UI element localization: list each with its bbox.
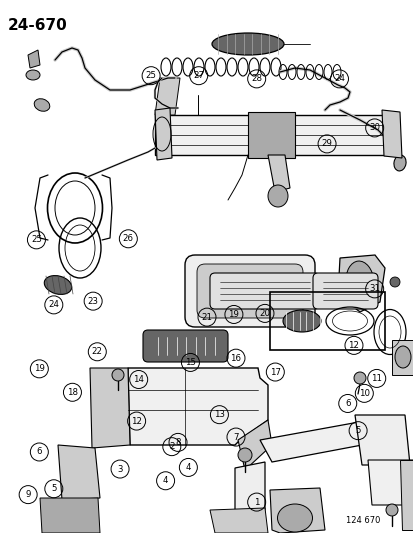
Text: 5: 5: [354, 426, 360, 435]
Ellipse shape: [26, 70, 40, 80]
Text: 31: 31: [368, 285, 379, 293]
Text: 17: 17: [269, 368, 280, 376]
Text: 6: 6: [344, 399, 350, 408]
FancyBboxPatch shape: [312, 273, 377, 309]
Text: 25: 25: [31, 236, 42, 244]
Text: 13: 13: [214, 410, 224, 419]
Text: 18: 18: [67, 388, 78, 397]
Polygon shape: [259, 420, 377, 462]
Polygon shape: [237, 420, 271, 470]
Polygon shape: [28, 50, 40, 68]
Text: 5: 5: [51, 484, 57, 493]
Text: 23: 23: [88, 297, 98, 305]
Ellipse shape: [34, 99, 50, 111]
Polygon shape: [399, 460, 413, 530]
Text: 20: 20: [259, 309, 270, 318]
Text: 27: 27: [193, 71, 204, 80]
Text: 6: 6: [36, 448, 42, 456]
Text: 12: 12: [131, 417, 142, 425]
Text: 7: 7: [233, 433, 238, 441]
Ellipse shape: [112, 369, 124, 381]
Polygon shape: [367, 460, 413, 505]
Text: 8: 8: [175, 438, 180, 447]
Polygon shape: [58, 445, 100, 500]
Ellipse shape: [277, 504, 312, 532]
Text: 4: 4: [162, 477, 168, 485]
Text: 3: 3: [117, 465, 123, 473]
Text: 21: 21: [201, 313, 212, 321]
Ellipse shape: [394, 346, 410, 368]
Ellipse shape: [237, 448, 252, 462]
Polygon shape: [267, 155, 289, 192]
Text: 24: 24: [48, 301, 59, 309]
Polygon shape: [128, 368, 267, 445]
Ellipse shape: [389, 277, 399, 287]
Ellipse shape: [44, 276, 71, 294]
Ellipse shape: [393, 155, 405, 171]
Text: 4: 4: [185, 463, 191, 472]
Text: 16: 16: [230, 354, 241, 362]
Polygon shape: [154, 78, 180, 115]
Polygon shape: [391, 340, 413, 375]
Ellipse shape: [385, 504, 397, 516]
Text: 10: 10: [358, 389, 369, 398]
Polygon shape: [40, 498, 100, 533]
Text: 124 670: 124 670: [345, 516, 379, 525]
Text: 25: 25: [145, 71, 156, 80]
Text: 28: 28: [251, 75, 261, 83]
Polygon shape: [337, 255, 384, 312]
Text: 22: 22: [92, 348, 102, 356]
Text: 9: 9: [26, 490, 31, 499]
Text: 24-670: 24-670: [8, 18, 68, 33]
Polygon shape: [269, 488, 324, 533]
Polygon shape: [154, 115, 394, 155]
Text: 2: 2: [169, 442, 174, 451]
Text: 11: 11: [370, 374, 381, 383]
FancyBboxPatch shape: [209, 273, 319, 309]
Text: 19: 19: [228, 310, 239, 319]
Polygon shape: [381, 110, 401, 158]
Ellipse shape: [345, 261, 373, 303]
Text: 14: 14: [133, 375, 144, 384]
Bar: [269, 292, 384, 350]
Text: 1: 1: [253, 498, 259, 506]
FancyBboxPatch shape: [197, 264, 302, 318]
Ellipse shape: [267, 185, 287, 207]
Text: 29: 29: [321, 140, 332, 148]
Ellipse shape: [211, 33, 283, 55]
Polygon shape: [235, 462, 264, 515]
Text: 24: 24: [333, 75, 344, 83]
Text: 30: 30: [368, 124, 379, 132]
Polygon shape: [209, 508, 267, 533]
FancyBboxPatch shape: [142, 330, 228, 362]
Text: 12: 12: [348, 341, 358, 350]
FancyBboxPatch shape: [185, 255, 314, 327]
Polygon shape: [354, 415, 409, 465]
Text: 26: 26: [123, 235, 133, 243]
Text: 15: 15: [185, 358, 195, 367]
Text: 19: 19: [34, 365, 45, 373]
Ellipse shape: [353, 372, 365, 384]
Ellipse shape: [282, 310, 320, 332]
Polygon shape: [247, 112, 294, 158]
Polygon shape: [154, 108, 171, 160]
Polygon shape: [90, 368, 130, 448]
